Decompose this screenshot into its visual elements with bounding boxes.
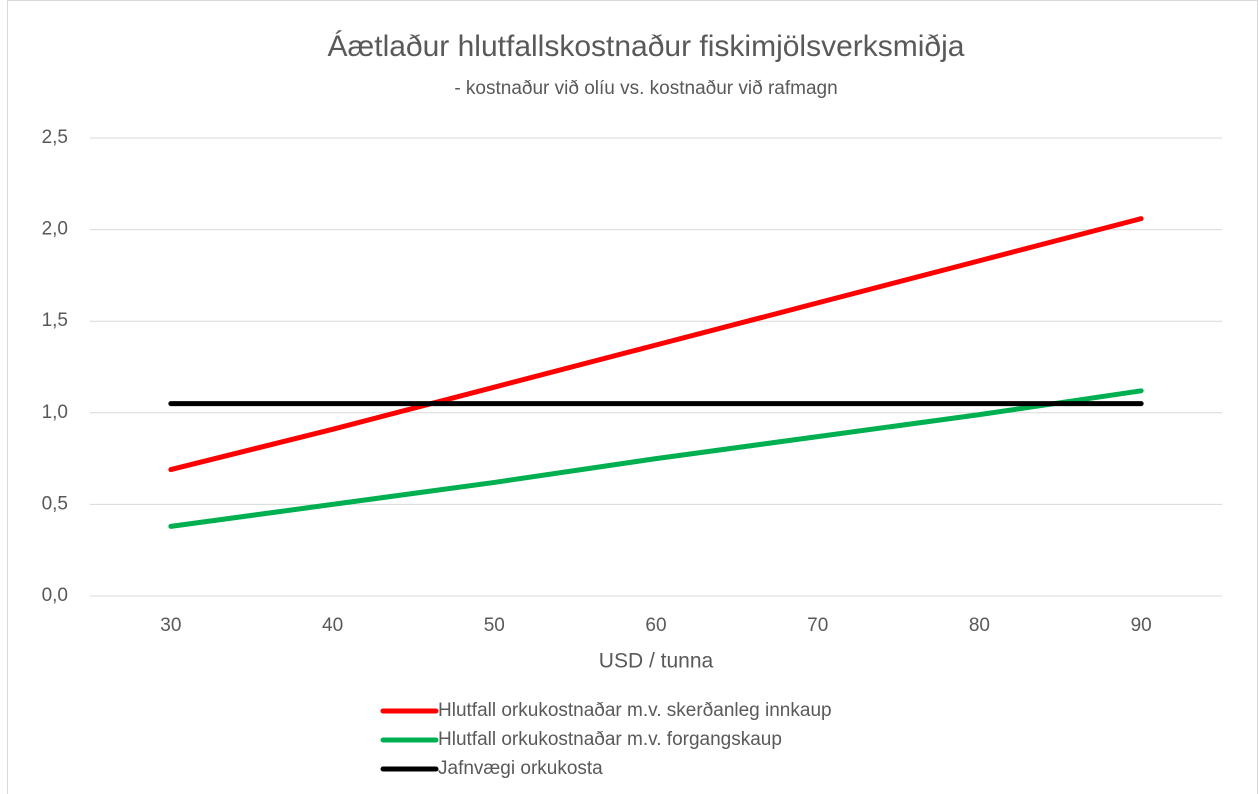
legend-label: Jafnvægi orkukosta — [438, 758, 603, 779]
chart-title: Áætlaður hlutfallskostnaður fiskimjölsve… — [328, 30, 965, 63]
x-axis-title: USD / tunna — [599, 650, 714, 673]
y-tick-label: 0,0 — [42, 585, 68, 606]
legend-label: Hlutfall orkukostnaðar m.v. forgangskaup — [438, 729, 782, 750]
chart-border — [7, 0, 1258, 794]
x-tick-label: 70 — [807, 615, 828, 636]
x-tick-label: 50 — [484, 615, 505, 636]
x-tick-label: 80 — [969, 615, 990, 636]
chart-subtitle: - kostnaður við olíu vs. kostnaður við r… — [454, 78, 837, 99]
y-tick-label: 2,5 — [42, 127, 68, 148]
y-tick-label: 0,5 — [42, 493, 68, 514]
x-tick-label: 60 — [645, 615, 666, 636]
x-tick-label: 30 — [160, 615, 181, 636]
y-tick-label: 1,5 — [42, 310, 68, 331]
y-tick-label: 1,0 — [42, 402, 68, 423]
legend-label: Hlutfall orkukostnaðar m.v. skerðanleg i… — [438, 700, 832, 721]
y-tick-label: 2,0 — [42, 219, 68, 240]
x-tick-label: 90 — [1131, 615, 1152, 636]
series-line — [168, 388, 1144, 529]
x-tick-label: 40 — [322, 615, 343, 636]
series-line — [168, 216, 1144, 473]
